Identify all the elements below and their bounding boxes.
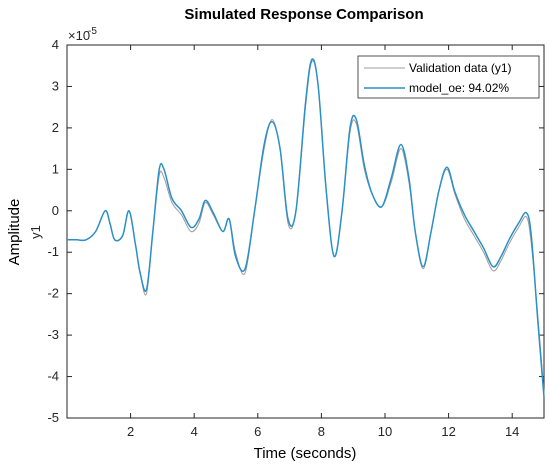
series-line-model: [66, 58, 545, 398]
legend-label-model: model_oe: 94.02%: [409, 81, 509, 95]
x-tick-label: 6: [254, 424, 261, 439]
y-tick-label: 4: [52, 37, 59, 52]
series-layer: [66, 58, 545, 398]
y-axis-label: Amplitude: [6, 199, 23, 266]
y-tick-label: 1: [52, 161, 59, 176]
y-tick-label: -5: [47, 410, 59, 425]
x-axis: 2 4 6 8 10 12 14: [127, 45, 519, 439]
x-tick-label: 14: [505, 424, 519, 439]
legend: Validation data (y1) model_oe: 94.02%: [357, 55, 540, 99]
x-tick-label: 8: [318, 424, 325, 439]
y-axis-sublabel: y1: [28, 225, 43, 239]
exponent-base: ×10: [68, 28, 90, 43]
y-tick-label: 0: [52, 203, 59, 218]
legend-label-validation: Validation data (y1): [409, 61, 512, 75]
y-tick-label: -3: [47, 327, 59, 342]
exponent-power: -5: [88, 26, 97, 37]
x-tick-label: 2: [127, 424, 134, 439]
chart-title: Simulated Response Comparison: [184, 6, 423, 23]
y-axis: -5 -4 -3 -2 -1 0 1 2 3 4: [47, 37, 544, 425]
x-tick-label: 10: [378, 424, 392, 439]
y-tick-label: 3: [52, 78, 59, 93]
y-tick-label: -4: [47, 369, 59, 384]
x-tick-label: 12: [441, 424, 455, 439]
y-tick-label: -2: [47, 286, 59, 301]
x-tick-label: 4: [191, 424, 198, 439]
y-tick-label: -1: [47, 244, 59, 259]
legend-box: [357, 55, 540, 99]
y-tick-label: 2: [52, 120, 59, 135]
x-axis-label: Time (seconds): [254, 445, 357, 462]
